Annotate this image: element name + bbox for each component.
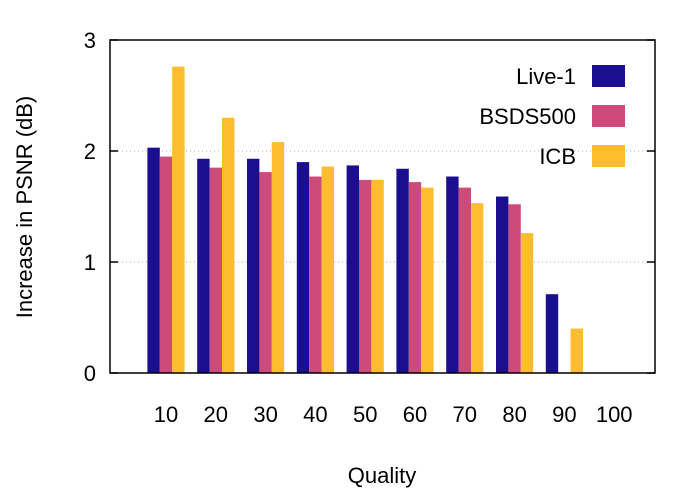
bar-live-1-70 xyxy=(446,176,459,373)
y-tick-label: 0 xyxy=(84,361,96,386)
y-axis-title: Increase in PSNR (dB) xyxy=(12,96,37,319)
bar-live-1-20 xyxy=(197,158,210,373)
legend-swatch xyxy=(592,65,625,87)
legend-label: BSDS500 xyxy=(479,104,576,129)
legend-label: ICB xyxy=(539,144,576,169)
bar-bsds500-50 xyxy=(359,179,372,373)
y-tick-label: 3 xyxy=(84,28,96,53)
bar-icb-60 xyxy=(421,187,434,373)
bar-live-1-10 xyxy=(147,147,160,373)
x-tick-label: 40 xyxy=(303,402,327,427)
x-tick-label: 80 xyxy=(502,402,526,427)
x-tick-label: 50 xyxy=(353,402,377,427)
bar-bsds500-30 xyxy=(259,172,272,373)
x-tick-label: 100 xyxy=(596,402,633,427)
bar-live-1-60 xyxy=(396,168,409,373)
bar-bsds500-80 xyxy=(508,204,521,373)
bar-icb-70 xyxy=(471,203,484,373)
bar-icb-50 xyxy=(371,179,384,373)
bar-icb-20 xyxy=(222,117,235,373)
bar-live-1-80 xyxy=(496,196,509,373)
x-tick-label: 60 xyxy=(403,402,427,427)
legend-swatch xyxy=(592,145,625,167)
bar-bsds500-10 xyxy=(159,156,173,373)
bar-bsds500-60 xyxy=(408,182,422,373)
x-tick-label: 20 xyxy=(204,402,228,427)
y-tick-label: 1 xyxy=(84,250,96,275)
x-tick-label: 30 xyxy=(253,402,277,427)
bar-bsds500-20 xyxy=(209,167,222,373)
bar-live-1-50 xyxy=(346,165,359,373)
x-tick-label: 90 xyxy=(552,402,576,427)
x-axis-ticks: 10 20 30 40 50 60 70 80 90 100 xyxy=(154,402,633,427)
legend: Live-1 BSDS500 ICB xyxy=(479,64,625,169)
bar-bsds500-40 xyxy=(309,176,322,373)
y-axis-ticks: 0 1 2 3 xyxy=(84,28,655,386)
bar-icb-30 xyxy=(271,142,285,373)
plot-frame xyxy=(109,39,656,374)
bar-live-1-90 xyxy=(545,294,559,373)
bar-icb-10 xyxy=(172,66,185,373)
bars xyxy=(147,66,583,373)
x-tick-label: 70 xyxy=(453,402,477,427)
bar-live-1-40 xyxy=(296,162,310,373)
bar-icb-90 xyxy=(570,328,583,373)
x-axis-title: Quality xyxy=(348,463,416,488)
bar-icb-80 xyxy=(520,233,534,373)
bar-live-1-30 xyxy=(247,158,260,373)
bar-icb-40 xyxy=(321,166,334,373)
bar-bsds500-70 xyxy=(458,187,471,373)
legend-label: Live-1 xyxy=(516,64,576,89)
legend-swatch xyxy=(592,105,625,127)
x-tick-label: 10 xyxy=(154,402,178,427)
y-tick-label: 2 xyxy=(84,139,96,164)
